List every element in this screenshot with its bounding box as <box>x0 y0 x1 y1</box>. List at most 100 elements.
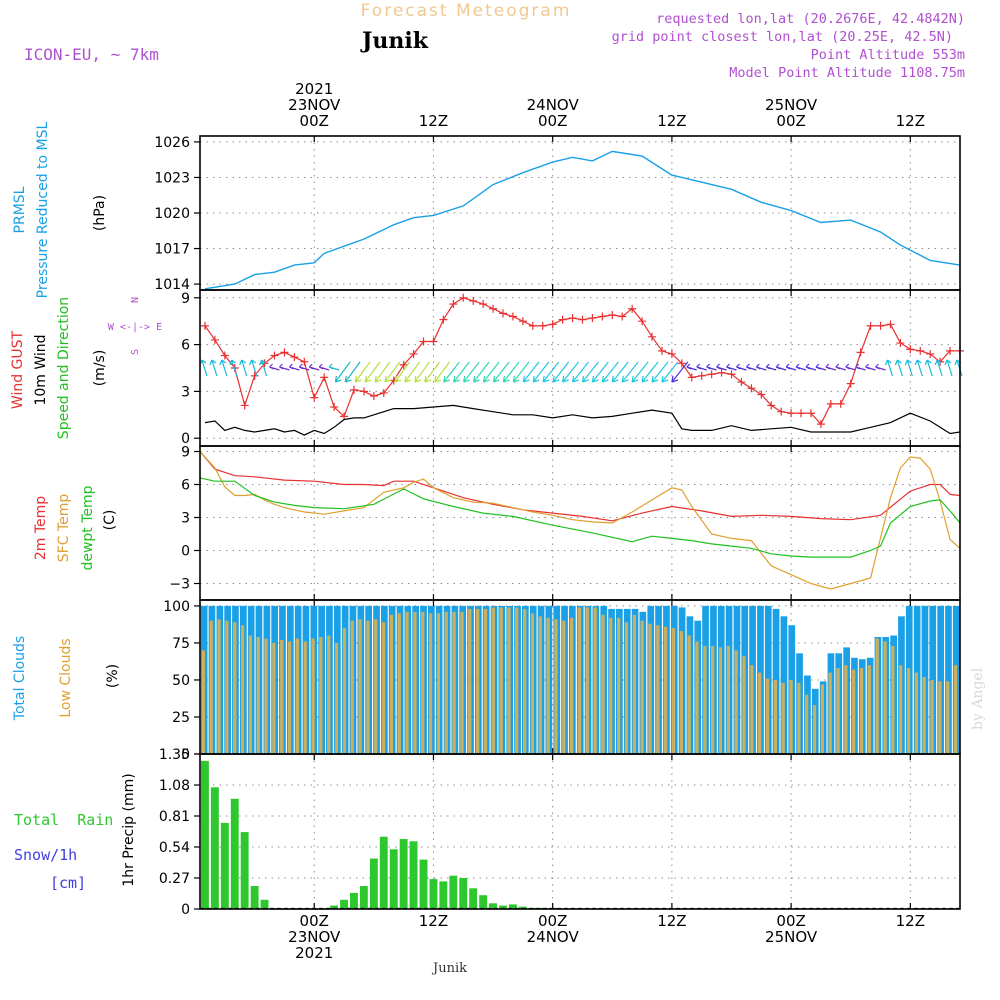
rain-bar <box>379 836 388 909</box>
rain-bar <box>250 886 259 909</box>
rain-bar <box>399 839 408 909</box>
gust-marker <box>270 351 279 360</box>
low-cloud-bar <box>303 641 307 754</box>
time-label-bottom: 23NOV <box>288 928 341 946</box>
wind-arrow <box>875 363 886 371</box>
low-cloud-bar <box>624 622 629 754</box>
low-cloud-bar <box>671 628 676 754</box>
gust-marker <box>588 314 597 323</box>
low-cloud-bar <box>507 607 511 754</box>
gust-marker <box>876 321 885 330</box>
gust-marker <box>628 304 637 313</box>
low-cloud-bar <box>679 631 683 754</box>
rain-bar <box>260 899 269 909</box>
gust-marker <box>419 337 428 346</box>
rain-bar <box>230 798 239 909</box>
gust-marker <box>330 403 339 411</box>
cloud-label-1: Total Clouds <box>12 636 28 721</box>
gust-marker <box>697 371 706 380</box>
low-cloud-bar <box>867 665 871 754</box>
low-cloud-bar <box>287 641 292 754</box>
low-cloud-bar <box>256 637 260 754</box>
rain-bar <box>350 892 358 909</box>
gust-marker <box>499 309 508 318</box>
gust-marker <box>489 304 498 313</box>
time-label-bottom: 24NOV <box>527 928 580 946</box>
low-cloud-bar <box>938 681 942 754</box>
low-cloud-bar <box>201 650 205 754</box>
low-cloud-bar <box>217 619 221 755</box>
gust-marker <box>946 346 955 355</box>
low-cloud-bar <box>327 635 331 754</box>
low-cloud-bar <box>922 677 926 754</box>
gust-marker <box>916 346 925 355</box>
low-cloud-bar <box>836 668 840 754</box>
low-cloud-bar <box>812 705 817 754</box>
gust-marker <box>737 378 746 387</box>
time-label-bottom: 25NOV <box>765 928 818 946</box>
gust-marker <box>479 300 488 309</box>
low-cloud-bar <box>640 620 644 754</box>
time-label-top: 23NOV <box>288 96 341 114</box>
gust-marker <box>568 314 577 323</box>
wind-arrow <box>298 363 310 371</box>
low-cloud-bar <box>695 641 699 754</box>
prmsl-line <box>204 150 961 290</box>
wind-label-4: (m/s) <box>92 350 108 387</box>
rain-legend: Total Rain <box>14 811 113 829</box>
gust-marker <box>618 312 627 321</box>
wind-arrow <box>954 359 963 377</box>
low-cloud-bar <box>428 613 433 754</box>
wind-arrow <box>815 363 827 371</box>
low-cloud-bar <box>280 640 284 754</box>
low-cloud-bar <box>750 665 754 754</box>
wind-arrow <box>661 361 679 383</box>
low-cloud-bar <box>248 635 252 754</box>
time-label-top: 12Z <box>419 112 448 130</box>
wind-arrow <box>601 361 619 383</box>
wind-arrow <box>944 359 953 377</box>
clouds-ytick-label: 0 <box>181 747 190 763</box>
low-cloud-bar <box>233 622 237 754</box>
rain-bar <box>509 904 517 909</box>
gust-marker <box>449 300 458 309</box>
pressure-ytick-label: 1014 <box>154 277 190 293</box>
gust-marker <box>439 315 448 324</box>
wind-arrow <box>532 361 550 383</box>
low-cloud-bar <box>342 628 347 754</box>
wind-arrow <box>775 363 787 371</box>
temp-sfc-line <box>199 451 961 590</box>
rain-bar <box>359 886 368 909</box>
gust-marker <box>558 315 567 324</box>
precip-ylabel: 1hr Precip (mm) <box>121 773 137 886</box>
wind-arrow <box>894 359 903 377</box>
clouds-panel: 0 25 50 75 100 <box>163 599 961 763</box>
low-cloud-bar <box>703 645 707 754</box>
wind-arrow <box>354 361 371 383</box>
gust-marker <box>508 312 517 321</box>
gust-marker <box>826 399 835 408</box>
time-label-top: 24NOV <box>527 96 580 114</box>
rain-bar <box>419 859 428 909</box>
pressure-panel: 1014 1017 1020 1023 1026 <box>154 135 961 293</box>
model-altitude: Model Point Altitude 1108.75m <box>729 65 965 81</box>
low-cloud-bar <box>687 635 691 754</box>
low-cloud-bar <box>899 665 903 754</box>
total-cloud-bar <box>937 605 944 754</box>
gust-marker <box>806 409 815 418</box>
gust-marker <box>280 348 289 357</box>
low-cloud-bar <box>805 694 809 754</box>
rain-bar <box>201 760 209 909</box>
time-label-bottom: 12Z <box>657 912 686 930</box>
time-label-bottom: 12Z <box>419 912 448 930</box>
low-cloud-bar <box>366 620 370 754</box>
wind-arrow <box>219 359 228 377</box>
low-cloud-bar <box>460 611 464 754</box>
gust-marker <box>369 392 378 401</box>
wind-ytick-label: 3 <box>181 384 190 400</box>
rain-bar <box>479 895 488 909</box>
wind-arrow <box>463 361 480 383</box>
temperature-labels: 2m Temp SFC Temp dewpt Temp (C) <box>33 485 118 570</box>
wind-arrow <box>414 361 431 383</box>
low-cloud-bar <box>436 613 441 754</box>
